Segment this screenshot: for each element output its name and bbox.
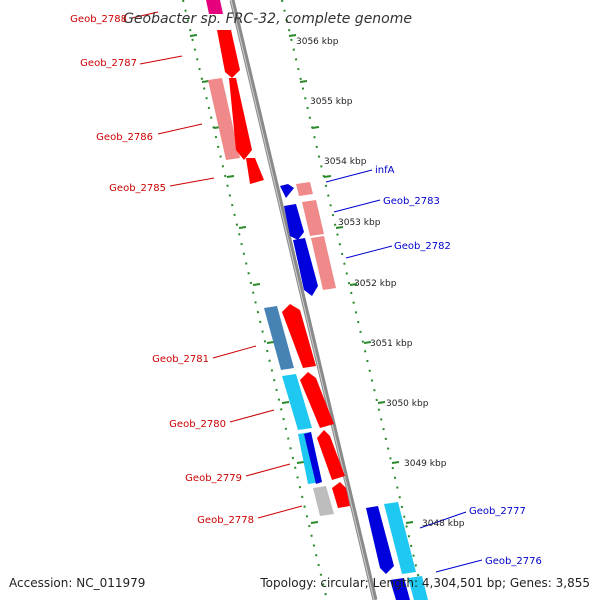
tick-label-3051: 3051 kbp [370,339,413,349]
gene-label-geob-2780[interactable]: Geob_2780 [169,419,226,430]
gene-label-geob-2785[interactable]: Geob_2785 [109,183,166,194]
gene-label-geob-2782[interactable]: Geob_2782 [394,241,451,252]
genome-backbone [229,0,378,600]
gene-geob-2777-b[interactable] [384,502,416,574]
gene-label-infA[interactable]: infA [375,165,395,176]
gene-geob-2786-a[interactable] [208,78,240,160]
gene-geob-2783-b[interactable] [302,200,324,236]
gene-geob-2778-b[interactable] [332,482,350,508]
gene-label-geob-2783[interactable]: Geob_2783 [383,196,440,207]
accession-text: Accession: NC_011979 [9,576,145,590]
label-leaders-forward [325,169,483,573]
gene-geob-2781-b[interactable] [282,304,316,368]
gene-geob-2778[interactable] [313,486,334,516]
gene-geob-2781[interactable] [264,306,294,370]
gene-geob-2777[interactable] [366,506,394,574]
gene-geob-2782[interactable] [293,238,318,296]
gene-label-geob-2778[interactable]: Geob_2778 [197,515,254,526]
topology-text: Topology: circular; Length: 4,304,501 bp… [259,576,590,590]
gene-geob-2779-b[interactable] [304,432,322,484]
major-ticks-right [288,34,414,524]
gene-label-geob-2779[interactable]: Geob_2779 [185,473,242,484]
gene-geob-2782-b[interactable] [311,236,336,290]
tick-label-3050: 3050 kbp [386,399,429,409]
gene-geob-2780[interactable] [282,374,312,430]
gene-label-geob-2776[interactable]: Geob_2776 [485,556,542,567]
gene-geob-2779-c[interactable] [317,430,345,480]
gene-label-geob-2781[interactable]: Geob_2781 [152,354,209,365]
tick-label-3049: 3049 kbp [404,459,447,469]
gene-geob-2785[interactable] [246,158,264,184]
gene-infA-b[interactable] [296,182,313,196]
genome-backbone-highlight [230,0,375,600]
tick-label-3048: 3048 kbp [422,519,465,529]
major-ticks-left [189,34,319,524]
label-leaders-reverse [131,11,303,519]
gene-label-geob-2777[interactable]: Geob_2777 [469,506,526,517]
gene-label-geob-2787[interactable]: Geob_2787 [80,58,137,69]
gene-geob-2786-b[interactable] [229,78,252,160]
gene-label-geob-2788[interactable]: Geob_2788 [70,14,127,25]
gene-label-geob-2786[interactable]: Geob_2786 [96,132,153,143]
tick-label-3054: 3054 kbp [324,157,367,167]
tick-label-3055: 3055 kbp [310,97,353,107]
gene-infA[interactable] [280,184,294,198]
gene-geob-2780-b[interactable] [300,372,334,428]
gene-geob-2776-b[interactable] [408,576,428,600]
gene-geob-2776[interactable] [390,578,410,600]
tick-label-3056: 3056 kbp [296,37,339,47]
tick-label-3053: 3053 kbp [338,218,381,228]
gene-geob-2783[interactable] [284,204,304,240]
tick-label-3052: 3052 kbp [354,279,397,289]
gene-geob-2787[interactable] [217,30,240,78]
map-title: Geobacter sp. FRC-32, complete genome [123,11,412,27]
gene-geob-2788[interactable] [206,0,223,14]
